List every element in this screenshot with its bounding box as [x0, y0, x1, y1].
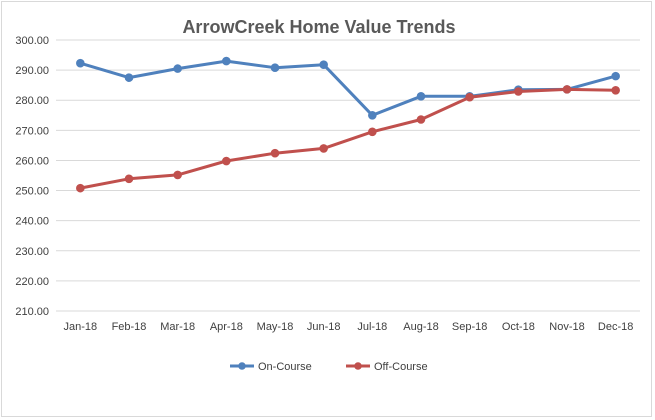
axes: 300.00 290.00 280.00 270.00 260.00 250.00 240.…	[15, 35, 633, 333]
series-line-off-course	[78, 87, 618, 190]
y-tick-label: 210.00	[15, 306, 49, 318]
legend-marker	[238, 362, 246, 370]
data-point-on-course	[368, 110, 377, 120]
x-tick-label: Mar-18	[160, 321, 195, 333]
data-point-off-course	[76, 183, 85, 193]
y-tick-label: 270.00	[15, 125, 49, 137]
data-point-on-course	[222, 56, 231, 66]
data-point-off-course	[368, 127, 377, 137]
data-point-on-course	[319, 60, 328, 69]
y-tick-label: 250.00	[15, 186, 49, 198]
legend-item-on-course: On-Course	[230, 361, 312, 373]
series-layer	[76, 56, 620, 193]
chart-title: ArrowCreek Home Value Trends	[182, 17, 455, 37]
data-point-off-course	[124, 174, 134, 184]
legend-marker	[354, 362, 362, 370]
legend-label: On-Course	[258, 361, 312, 373]
legend-label: Off-Course	[374, 361, 428, 373]
x-tick-label: Feb-18	[112, 321, 147, 333]
data-point-on-course	[173, 64, 182, 73]
data-point-off-course	[173, 170, 182, 180]
x-tick-label: Apr-18	[210, 321, 243, 333]
y-tick-label: 230.00	[15, 246, 49, 258]
x-tick-label: Jul-18	[357, 321, 387, 333]
data-point-on-course	[270, 63, 280, 73]
data-point-on-course	[611, 71, 620, 81]
series-line-on-course	[78, 59, 618, 117]
data-point-on-course	[76, 58, 85, 68]
y-tick-label: 280.00	[15, 95, 49, 107]
y-tick-label: 240.00	[15, 216, 49, 228]
data-point-off-course	[270, 148, 280, 158]
gridlines	[56, 39, 640, 312]
x-tick-label: Sep-18	[452, 321, 487, 333]
x-tick-label: Nov-18	[549, 321, 584, 333]
data-point-off-course	[562, 85, 572, 94]
x-tick-label: Oct-18	[502, 321, 535, 333]
data-point-off-course	[611, 85, 620, 95]
x-tick-label: Jan-18	[64, 321, 98, 333]
x-tick-label: Jun-18	[307, 321, 341, 333]
y-tick-label: 220.00	[15, 276, 49, 288]
x-tick-label: Dec-18	[598, 321, 633, 333]
data-point-on-course	[416, 92, 426, 101]
legend: On-Course Off-Course	[230, 361, 428, 373]
y-tick-label: 290.00	[15, 65, 49, 77]
x-tick-label: Aug-18	[403, 321, 438, 333]
data-point-off-course	[416, 115, 426, 124]
y-tick-label: 260.00	[15, 155, 49, 167]
data-point-off-course	[514, 87, 523, 96]
x-tick-label: May-18	[257, 321, 294, 333]
data-point-off-course	[319, 144, 328, 153]
y-tick-label: 300.00	[15, 35, 49, 47]
data-point-on-course	[124, 73, 134, 82]
legend-item-off-course: Off-Course	[346, 361, 428, 373]
data-point-off-course	[222, 156, 231, 166]
data-point-off-course	[465, 92, 474, 102]
